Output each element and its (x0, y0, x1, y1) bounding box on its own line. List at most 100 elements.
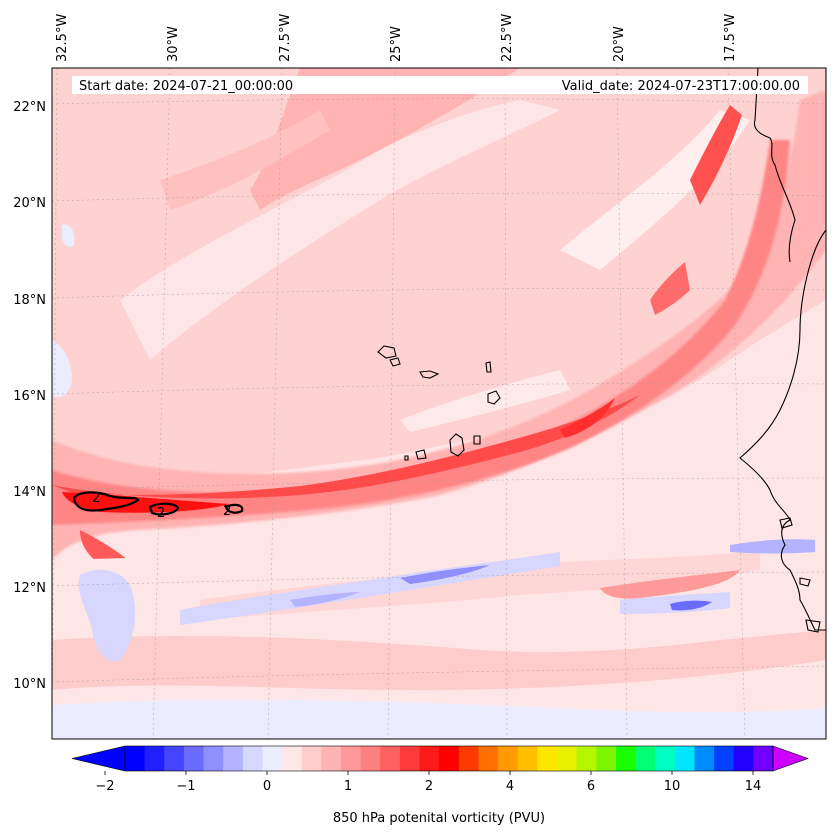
date-banner (72, 76, 808, 94)
colorbar-segment (321, 746, 342, 771)
colorbar-segment (301, 746, 322, 771)
colorbar-segment (714, 746, 735, 771)
map-frame (51, 67, 827, 740)
colorbar-segment (262, 746, 283, 771)
map-panel (52, 68, 826, 739)
colorbar-segment (183, 746, 205, 771)
colorbar-segment (635, 746, 656, 771)
colorbar-segment (674, 746, 696, 771)
colorbar-tick-label: −1 (176, 779, 195, 794)
island-fogo (415, 449, 427, 460)
colorbar-segment (341, 746, 362, 771)
pv-jet-core (52, 395, 640, 499)
lat-label: 10°N (13, 677, 46, 692)
graticule (52, 68, 826, 739)
colorbar-segment (164, 746, 185, 771)
island-maio (473, 435, 481, 445)
colorbar-extend-high (772, 745, 809, 772)
colorbar-tick-label: 10 (664, 779, 681, 794)
colorbar-segment (458, 746, 480, 771)
colorbar-segment (557, 746, 578, 771)
colorbar-segment (537, 746, 558, 771)
lon-label: 20°W (612, 26, 627, 62)
colorbar-segment (399, 746, 421, 771)
pv-negative-streak-coast (730, 539, 815, 554)
lon-label: 22.5°W (500, 14, 515, 62)
island-boa-vista (487, 390, 501, 405)
colorbar (71, 745, 809, 775)
pv-jet-max-ne (690, 105, 742, 205)
colorbar-segment (596, 746, 617, 771)
colorbar-ticks: −2 −1 0 1 2 4 6 10 14 (95, 779, 761, 794)
pv-south-moderate-2 (200, 550, 760, 620)
lon-label: 32.5°W (55, 14, 70, 62)
pv-field-light-streak (120, 100, 560, 360)
pv-south-positive-band (600, 570, 740, 599)
longitude-labels: 32.5°W 30°W 27.5°W 25°W 22.5°W 20°W 17.5… (55, 14, 738, 62)
colorbar-segment (419, 746, 440, 771)
pv-contour-2 (72, 491, 244, 516)
island-sao-vicente (389, 357, 401, 367)
colorbar-segment (223, 746, 244, 771)
island-santiago (449, 433, 465, 457)
colorbar-title: 850 hPa potenital vorticity (PVU) (333, 811, 545, 826)
pv-field-light-patch (400, 370, 570, 432)
colorbar-tick-label: 2 (425, 779, 433, 794)
colorbar-frame (124, 745, 774, 772)
pv-band-moderate-nw (160, 110, 330, 210)
colorbar-segment (733, 746, 754, 771)
colorbar-segment (615, 746, 637, 771)
contour-label-3: 2 (223, 504, 231, 519)
lat-label: 12°N (13, 581, 46, 596)
pv-negative-west-patch (78, 569, 136, 661)
lat-label: 20°N (13, 196, 46, 211)
colorbar-tick-label: 1 (344, 779, 352, 794)
island-sao-nicolau (419, 370, 440, 379)
pv-south-moderate (52, 630, 826, 690)
pv-negative-streak-east-core (670, 600, 712, 611)
island-santo-antao (377, 345, 397, 359)
lon-label: 27.5°W (278, 14, 293, 62)
lat-label: 18°N (13, 293, 46, 308)
colorbar-segment (478, 746, 499, 771)
colorbar-segment (576, 746, 597, 771)
pv-negative-nw-spot (62, 224, 75, 248)
colorbar-tick-label: −2 (95, 779, 114, 794)
valid-date-label: Valid_date: 2024-07-23T17:00:00.00 (562, 79, 800, 94)
coastal-islands (779, 517, 821, 633)
colorbar-segment (144, 746, 165, 771)
lat-label: 16°N (13, 389, 46, 404)
colorbar-segment (242, 746, 264, 771)
coastline (377, 68, 826, 633)
lon-label: 17.5°W (723, 14, 738, 62)
colorbar-segment (380, 746, 401, 771)
pv-jet-max-ne-2 (650, 262, 690, 315)
colorbar-segment (360, 746, 381, 771)
colorbar-segment (439, 746, 460, 771)
contour-label-2: 2 (157, 506, 165, 521)
colorbar-segment (282, 746, 303, 771)
pv-jet-max-east (560, 398, 615, 438)
start-date-label: Start date: 2024-07-21_00:00:00 (79, 79, 293, 94)
african-coast (739, 68, 826, 631)
african-coast-north (753, 68, 796, 263)
lon-label: 25°W (389, 26, 404, 62)
lon-label: 30°W (166, 26, 181, 62)
contour-label-1: 2 (92, 491, 100, 506)
lat-label: 22°N (13, 100, 46, 115)
pv-jet-max-west (62, 492, 230, 513)
pv-negative-west-edge (52, 340, 72, 397)
colorbar-segment (753, 746, 774, 771)
lat-label: 14°N (13, 485, 46, 500)
colorbar-tick-label: 6 (587, 779, 595, 794)
pv-negative-streak-south (52, 699, 826, 739)
colorbar-tick-label: 0 (263, 779, 271, 794)
island-sal (485, 361, 492, 373)
colorbar-segment (203, 746, 224, 771)
colorbar-segment (694, 746, 715, 771)
pv-negative-streak-core (400, 565, 490, 584)
pv-jet-middle (52, 140, 790, 525)
colorbar-segment (517, 746, 538, 771)
colorbar-segment (498, 746, 519, 771)
